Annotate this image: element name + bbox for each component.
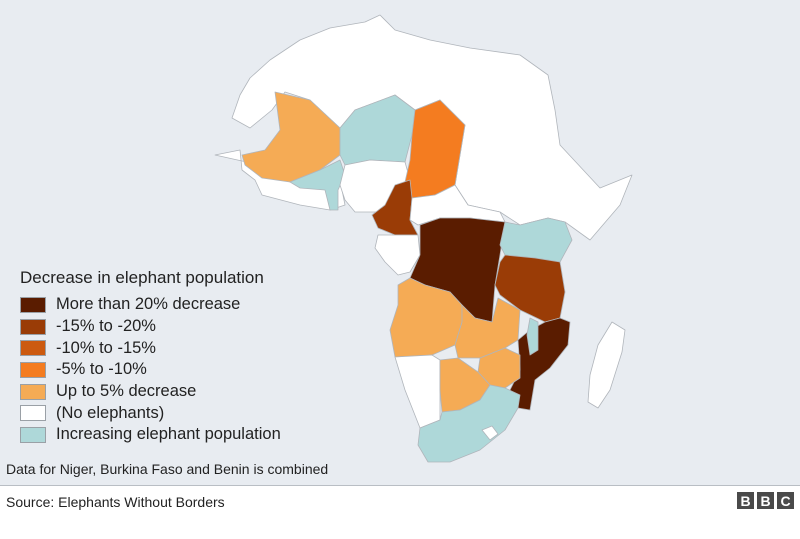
legend-label: -15% to -20% <box>56 317 156 336</box>
legend-label: (No elephants) <box>56 403 165 422</box>
legend-label: More than 20% decrease <box>56 295 241 314</box>
legend: Decrease in elephant population More tha… <box>20 268 281 446</box>
region-madagascar <box>587 321 626 409</box>
region-mali <box>241 91 341 183</box>
data-note: Data for Niger, Burkina Faso and Benin i… <box>6 461 329 477</box>
legend-swatch <box>20 318 46 335</box>
legend-item: -15% to -20% <box>20 316 281 338</box>
region-south-africa <box>417 384 521 463</box>
footer: Source: Elephants Without Borders B B C <box>0 485 800 539</box>
legend-item: -10% to -15% <box>20 337 281 359</box>
region-zambia <box>454 297 521 359</box>
region-gabon-congo <box>374 234 421 276</box>
legend-swatch <box>20 296 46 313</box>
legend-item: -5% to -10% <box>20 359 281 381</box>
legend-label: Increasing elephant population <box>56 425 281 444</box>
region-niger <box>339 94 416 166</box>
legend-swatch <box>20 340 46 357</box>
source-text: Source: Elephants Without Borders <box>6 494 225 510</box>
map-panel: Decrease in elephant population More tha… <box>0 0 800 485</box>
bbc-logo-block: C <box>777 492 794 509</box>
bbc-logo: B B C <box>737 492 794 509</box>
legend-item: Increasing elephant population <box>20 424 281 446</box>
region-lesotho <box>481 425 499 441</box>
region-uganda-kenya <box>499 217 573 263</box>
legend-item: (No elephants) <box>20 402 281 424</box>
region-mozambique <box>509 317 571 411</box>
legend-item: More than 20% decrease <box>20 294 281 316</box>
africa-map <box>214 14 633 463</box>
legend-title: Decrease in elephant population <box>20 268 264 287</box>
bbc-logo-block: B <box>757 492 774 509</box>
legend-swatch <box>20 426 46 443</box>
legend-swatch <box>20 383 46 400</box>
region-burkina-benin <box>289 159 346 211</box>
region-malawi <box>526 317 539 356</box>
legend-label: Up to 5% decrease <box>56 382 197 401</box>
legend-swatch <box>20 405 46 422</box>
legend-swatch <box>20 361 46 378</box>
legend-label: -10% to -15% <box>56 338 156 357</box>
region-namibia <box>394 354 441 429</box>
bbc-logo-block: B <box>737 492 754 509</box>
legend-item: Up to 5% decrease <box>20 381 281 403</box>
legend-label: -5% to -10% <box>56 360 147 379</box>
